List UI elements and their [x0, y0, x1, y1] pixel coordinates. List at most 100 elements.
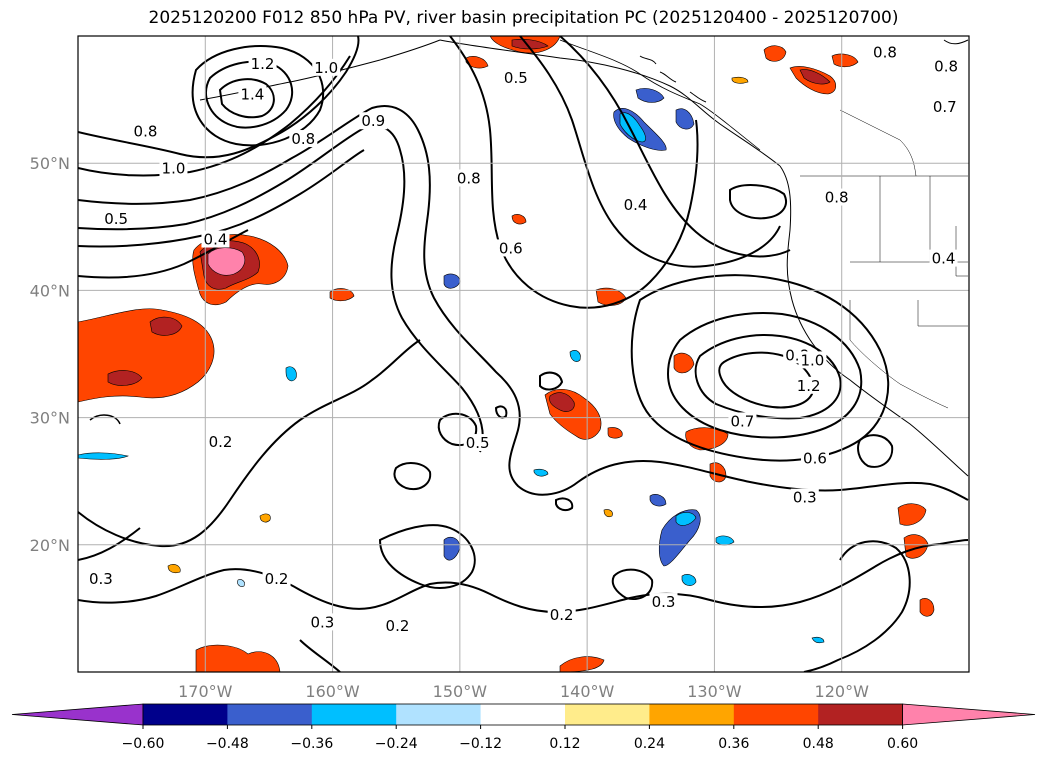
colorbar-tick-label: −0.60: [122, 736, 165, 752]
contour-label: 0.2: [550, 606, 574, 624]
contour-label-bg: [798, 351, 827, 369]
contour-label-bg: [308, 613, 337, 631]
contour-label-bg: [159, 159, 188, 177]
contour-label-bg: [932, 57, 961, 75]
colorbar-tick-label: −0.12: [459, 736, 502, 752]
contour-label: 1.4: [240, 86, 264, 104]
contour-label-bg: [248, 54, 277, 72]
contour-label: 0.8: [457, 169, 481, 187]
contour-label: 0.7: [731, 412, 755, 430]
contour-label-bg: [131, 122, 160, 140]
contour-label-bg: [547, 605, 576, 623]
contour-label: 0.6: [499, 239, 523, 257]
contour-label-bg: [800, 449, 829, 467]
colorbar-bin: [227, 704, 313, 725]
pv-contours: [78, 36, 969, 672]
contour-label: 0.6: [803, 449, 827, 467]
lon-tick-label: 160°W: [305, 682, 360, 701]
contour-label: 0.5: [104, 210, 128, 228]
contour-label: 1.2: [797, 377, 821, 395]
colorbar-bin: [143, 704, 228, 725]
contour-label: 0.4: [932, 250, 956, 268]
contour-label: 0.5: [466, 434, 490, 452]
latitude-tick-labels: 20°N 30°N 40°N 50°N: [30, 154, 70, 555]
contour-label: 0.7: [933, 98, 957, 116]
colorbar-bin: [818, 704, 904, 725]
map-gridlines: [78, 36, 969, 672]
contour-label-bg: [870, 43, 899, 61]
contour-label-bg: [822, 188, 851, 206]
lon-tick-label: 130°W: [687, 682, 742, 701]
precip-shading-positive: [78, 36, 935, 672]
colorbar-tick-label: 0.60: [887, 736, 918, 752]
contour-label-bg: [621, 196, 650, 214]
contour-label-bg: [463, 434, 492, 452]
contour-label: 0.3: [793, 489, 817, 507]
colorbar-tick-label: −0.36: [290, 736, 333, 752]
contour-label: 0.8: [291, 130, 315, 148]
colorbar: [11, 703, 1036, 726]
contour-label: 0.2: [265, 570, 289, 588]
contour-label: 0.3: [89, 570, 113, 588]
map-title: 2025120200 F012 850 hPa PV, river basin …: [148, 8, 899, 28]
contour-label-bg: [201, 230, 230, 248]
colorbar-bin: [733, 704, 819, 725]
lon-tick-label: 120°W: [815, 682, 870, 701]
colorbar-extend-low: [11, 703, 144, 726]
colorbar-tick-label: 0.48: [803, 736, 834, 752]
colorbar-tick-label: 0.24: [634, 736, 665, 752]
contour-label-bg: [454, 169, 483, 187]
contour-label: 0.3: [310, 613, 334, 631]
contour-label-bg: [501, 68, 530, 86]
contour-label: 0.4: [624, 196, 648, 214]
lon-tick-label: 140°W: [560, 682, 615, 701]
contour-label: 0.5: [504, 69, 528, 87]
contour-label-bg: [794, 376, 823, 394]
contour-label-bg: [238, 85, 267, 103]
contour-label-bg: [383, 617, 412, 635]
pv-contour-labels: 1.2 1.0 1.4 0.8 0.9 0.8 1.0 0.5 0.4 0.5 0.8 0.4 0.6 0…: [86, 43, 961, 635]
contour-label: 1.0: [801, 351, 825, 369]
contour-label: 0.4: [204, 231, 228, 249]
colorbar-tick-label: 0.36: [718, 736, 749, 752]
contour-label-bg: [312, 58, 341, 76]
contour-label-bg: [929, 249, 958, 267]
lat-tick-label: 30°N: [30, 409, 70, 428]
longitude-tick-labels: 170°W 160°W 150°W 140°W 130°W 120°W: [178, 682, 869, 701]
contour-label: 0.8: [873, 44, 897, 62]
colorbar-tick-labels: −0.60 −0.48 −0.36 −0.24 −0.12 0.12 0.24 0.36 0.4…: [122, 725, 918, 752]
colorbar-bin: [311, 704, 397, 725]
colorbar-outline: [142, 703, 903, 726]
contour-label-bg: [86, 570, 115, 588]
contour-label-bg: [930, 98, 959, 116]
contour-label: 0.3: [652, 593, 676, 611]
contour-label: 0.8: [134, 122, 158, 140]
contour-label-bg: [649, 593, 678, 611]
colorbar-bin: [565, 704, 650, 725]
map-frame: [77, 35, 970, 673]
colorbar-bin: [396, 704, 482, 725]
contour-label-bg: [262, 570, 291, 588]
contour-label: 1.0: [162, 159, 186, 177]
contour-label-bg: [496, 239, 525, 257]
contour-label: 0.8: [825, 189, 849, 207]
contour-label: 0.2: [386, 617, 410, 635]
contour-label: 1.0: [314, 59, 338, 77]
contour-label-bg: [359, 112, 388, 130]
colorbar-bin: [480, 704, 566, 725]
contour-label-bg: [728, 412, 757, 430]
contour-label-bg: [289, 130, 318, 148]
contour-label: 0.9: [361, 112, 385, 130]
colorbar-extend-high: [902, 703, 1036, 726]
lat-tick-label: 20°N: [30, 536, 70, 555]
lat-tick-label: 50°N: [30, 154, 70, 173]
colorbar-tick-label: −0.48: [206, 736, 249, 752]
contour-label: 0.2: [209, 433, 233, 451]
contour-label: 1.2: [251, 55, 275, 73]
contour-label: 0.8: [934, 58, 958, 76]
contour-label-bg: [790, 488, 819, 506]
contour-label-bg: [102, 210, 131, 228]
lon-tick-label: 150°W: [433, 682, 488, 701]
colorbar-tick-label: 0.12: [549, 736, 580, 752]
